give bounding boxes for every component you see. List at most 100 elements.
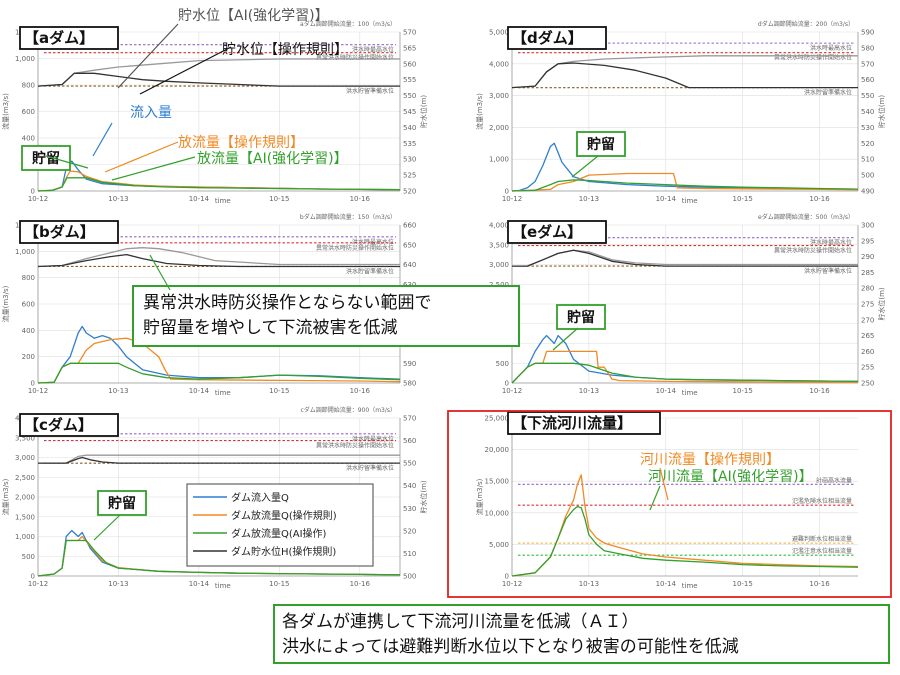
y-tick-label: 3,500	[15, 434, 35, 442]
panel-e: 05001,0001,5002,0002,5003,0003,5004,0001…	[475, 213, 886, 397]
y2-tick-label: 500	[403, 573, 416, 581]
series-annotation: 貯水位【AI(強化学習)】	[178, 8, 329, 24]
x-tick-label: 10-15	[732, 195, 752, 203]
y-tick-label: 0	[505, 573, 509, 581]
series-line-level_rule	[37, 72, 400, 87]
x-axis-label: time	[215, 197, 231, 205]
annotation-pointer	[117, 23, 179, 89]
x-tick-label: 10-13	[579, 387, 599, 395]
annotation-pointer	[111, 156, 196, 181]
panel-title-box	[19, 220, 119, 244]
river-panel-frame	[447, 410, 892, 598]
panel-d: 0 1,000 2,000 3,000 4,000 5,000 10-12 10-13 10-1…	[475, 20, 886, 205]
y2-tick-label: 570	[403, 29, 416, 37]
x-tick-label: 10-14	[189, 195, 210, 203]
middle-callout-line-1: 異常洪水時防災操作とならない範囲で	[143, 293, 432, 313]
y-axis-label: 流量(m3/s)	[1, 93, 10, 130]
y2-tick-label: 285	[861, 269, 874, 277]
x-axis-label: time	[682, 582, 698, 590]
series-line-outflow_ai	[511, 179, 859, 192]
y2-tick-label: 535	[403, 140, 416, 148]
reference-level-label: 氾濫危険水位相当流量	[792, 497, 852, 505]
panel-c: 05001,0001,5002,0002,5003,0003,5004,0001…	[1, 406, 428, 590]
annotation-pointer	[649, 485, 661, 511]
y-tick-label: 2,000	[489, 124, 509, 132]
y-tick-label: 400	[22, 327, 35, 335]
y2-tick-label: 500	[861, 172, 874, 180]
storage-callout-box	[576, 131, 626, 157]
y2-tick-label: 255	[861, 364, 874, 372]
annotation-pointer	[552, 327, 579, 351]
series-line-level_ai	[37, 247, 400, 268]
y-tick-label: 3,500	[489, 241, 509, 249]
y2-tick-label: 540	[403, 124, 416, 132]
series-annotation: 貯水位【操作規則】	[222, 42, 348, 58]
series-annotation: 河川流量【操作規則】	[640, 452, 780, 468]
x-tick-label: 10-13	[579, 580, 599, 588]
y-tick-label: 4,000	[489, 60, 509, 68]
series-line-level_ai	[38, 454, 400, 464]
x-axis-label: time	[682, 389, 698, 397]
series-line-level_rule	[38, 456, 400, 464]
y2-tick-label: 560	[403, 60, 416, 68]
y2-tick-label: 580	[861, 44, 874, 52]
y-tick-label: 1,000	[15, 533, 35, 541]
reference-level-label: 異常洪水時防災操作開始水位	[774, 247, 852, 255]
reference-level-label: 計画高水流量	[816, 476, 852, 484]
panel-title-box	[507, 26, 607, 50]
series-line-outflow_ai	[37, 362, 401, 384]
x-tick-label: 10-13	[108, 580, 128, 588]
y-tick-label: 1,500	[15, 513, 35, 521]
y-tick-label: 0	[31, 188, 35, 196]
y2-tick-label: 265	[861, 332, 874, 340]
y2-tick-label: 300	[861, 222, 874, 230]
x-tick-label: 10-13	[108, 387, 128, 395]
y-tick-label: 200	[22, 353, 35, 361]
reference-level-label: 異常洪水時防災操作開始水位	[316, 244, 394, 252]
reference-level-label: 洪水時最高水位	[810, 44, 852, 52]
y-tick-label: 400	[22, 135, 35, 143]
panel-title-box	[507, 220, 607, 244]
reference-level-label: 洪水貯留準備水位	[346, 267, 394, 275]
y-tick-label: 2,500	[15, 474, 35, 482]
annotation-pointer	[93, 514, 121, 541]
y2-tick-label: 590	[403, 360, 416, 368]
y-tick-label: 0	[31, 380, 35, 388]
reference-level-label: 洪水貯留準備水位	[804, 89, 852, 97]
series-line-level_rule	[37, 253, 400, 268]
y2-tick-label: 260	[861, 348, 874, 356]
y-axis-label: 流量(m3/s)	[1, 478, 10, 515]
storage-callout-label: 貯留	[567, 309, 595, 326]
reference-level-label: 洪水貯留準備水位	[346, 87, 394, 95]
y-tick-label: 3,000	[15, 454, 35, 462]
y-axis-label: 流量(m3/s)	[475, 93, 484, 130]
series-line-outflow_rule	[511, 350, 859, 384]
y-tick-label: 20,000	[485, 446, 510, 454]
x-tick-label: 10-14	[189, 387, 210, 395]
x-axis-label: time	[215, 582, 231, 590]
y2-tick-label: 510	[861, 156, 874, 164]
y-tick-label: 2,000	[15, 494, 35, 502]
y2-tick-label: 530	[403, 156, 416, 164]
legend-label: ダム流入量Q	[231, 491, 289, 504]
reference-level-label: 洪水貯留準備水位	[346, 464, 394, 472]
y2-tick-label: 550	[403, 92, 416, 100]
panel-title: 【下流河川流量】	[512, 414, 632, 432]
y2-tick-label: 660	[403, 222, 416, 230]
y2-tick-label: 520	[403, 527, 416, 535]
x-axis-label: time	[215, 389, 231, 397]
panel-subtitle: bダム調節開始流量：150（m3/s）	[300, 213, 396, 221]
reference-level-label: 異常洪水時防災操作開始水位	[316, 54, 394, 62]
y-tick-label: 3,000	[489, 92, 509, 100]
panel-title-box	[19, 26, 119, 50]
y2-tick-label: 545	[403, 108, 416, 116]
middle-callout-pointer	[149, 254, 171, 291]
y2-tick-label: 275	[861, 301, 874, 309]
panel-b: 02004006008001,0001,20010-1210-1310-1410…	[1, 213, 428, 397]
x-tick-label: 10-12	[28, 580, 48, 588]
y2-tick-label: 290	[861, 253, 874, 261]
annotation-pointer	[92, 122, 113, 157]
middle-callout-line-2: 貯留量を増やして下流被害を低減	[143, 318, 398, 338]
panel-subtitle: aダム調節開始流量：100（m3/s）	[300, 20, 396, 28]
panel-subtitle: cダム調節開始流量：900（m3/s）	[300, 406, 396, 414]
